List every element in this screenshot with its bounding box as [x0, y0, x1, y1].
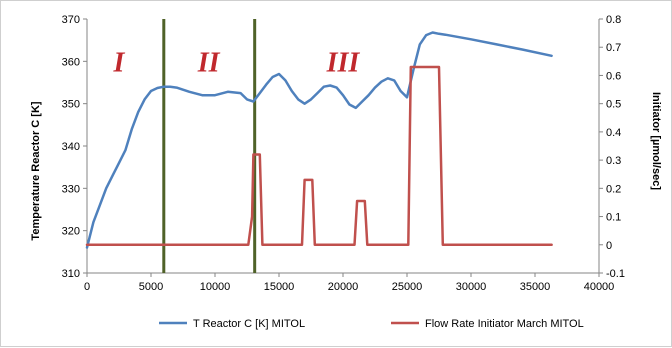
x-tick-label: 5000 [139, 281, 163, 293]
y-tick-label: 320 [62, 226, 80, 238]
y-tick-label: 310 [62, 268, 80, 280]
legend-label-1: T Reactor C [K] MITOL [193, 318, 305, 330]
x-tick-label: 10000 [200, 281, 231, 293]
x-tick-label: 30000 [456, 281, 487, 293]
y-tick-label: 360 [62, 56, 80, 68]
y2-tick-label: 0.6 [606, 70, 621, 82]
x-tick-label: 15000 [264, 281, 295, 293]
x-tick-label: 40000 [584, 281, 615, 293]
x-tick-label: 20000 [328, 281, 359, 293]
region-label-2: II [197, 47, 221, 78]
y-tick-label: 330 [62, 183, 80, 195]
y-tick-label: 370 [62, 14, 80, 26]
vertical-markers [162, 19, 257, 273]
region-label-1: I [113, 47, 126, 78]
series-lines [85, 31, 553, 249]
region-labels: I II III [113, 47, 361, 78]
axes [83, 18, 603, 277]
y-axis-title: Temperature Reactor C [K] [30, 101, 42, 240]
y-tick-label: 340 [62, 141, 80, 153]
y2-tick-label: 0.4 [606, 127, 621, 139]
y2-tick-label: 0.3 [606, 155, 621, 167]
region-label-3: III [326, 47, 361, 78]
tick-labels: 0 5000 10000 15000 20000 25000 30000 35000 40000… [62, 14, 625, 293]
y2-tick-label: 0.2 [606, 183, 621, 195]
y-tick-label: 350 [62, 99, 80, 111]
y2-tick-label: 0 [606, 240, 612, 252]
x-tick-label: 35000 [520, 281, 551, 293]
y2-tick-label: 0.7 [606, 42, 621, 54]
y2-tick-label: 0.5 [606, 99, 621, 111]
x-tick-label: 25000 [392, 281, 423, 293]
legend: T Reactor C [K] MITOL Flow Rate Initiator… [159, 318, 584, 330]
legend-label-2: Flow Rate Initiator March MITOL [425, 318, 584, 330]
series-line-1 [85, 31, 553, 249]
y2-tick-label: 0.8 [606, 14, 621, 26]
x-tick-label: 0 [84, 281, 90, 293]
y2-tick-label: 0.1 [606, 212, 621, 224]
y2-axis-title: Initiator [µmol/sec] [650, 92, 662, 190]
series-line-2 [85, 65, 553, 247]
y2-tick-label: -0.1 [606, 268, 625, 280]
